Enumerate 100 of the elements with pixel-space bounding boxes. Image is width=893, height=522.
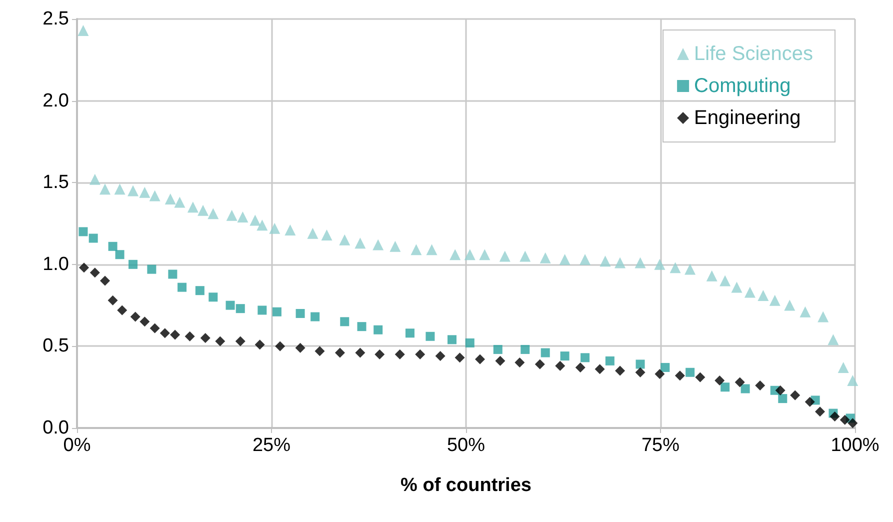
point <box>250 214 261 226</box>
point <box>78 24 89 36</box>
y-tick-label: 2.5 <box>42 8 69 30</box>
point <box>838 362 849 373</box>
point <box>514 358 525 368</box>
point <box>195 286 204 296</box>
point <box>284 224 296 236</box>
point <box>355 348 366 358</box>
point <box>89 174 100 185</box>
point <box>426 332 435 341</box>
point <box>139 186 150 198</box>
point <box>295 342 306 353</box>
point <box>559 254 570 265</box>
point <box>847 375 858 386</box>
x-tick-label: 75% <box>641 435 680 456</box>
point <box>634 257 646 268</box>
point <box>520 344 530 354</box>
point <box>90 268 100 278</box>
x-tick-label: 50% <box>446 435 486 456</box>
point <box>115 250 124 260</box>
point <box>426 244 438 256</box>
point <box>534 359 545 370</box>
point <box>415 349 426 360</box>
point <box>804 396 815 407</box>
point <box>706 270 718 282</box>
point <box>275 341 286 352</box>
point <box>160 328 170 338</box>
point <box>840 414 850 425</box>
x-tick-label: 25% <box>252 435 291 456</box>
point <box>147 264 156 274</box>
y-tick-label: 2.0 <box>42 90 69 112</box>
point <box>149 190 160 202</box>
point <box>254 340 265 350</box>
point <box>310 312 320 322</box>
point <box>178 282 187 292</box>
point <box>168 270 178 279</box>
point <box>520 250 531 262</box>
point <box>236 304 245 314</box>
point <box>684 264 696 275</box>
y-tick-label: 1.5 <box>42 172 69 194</box>
point <box>720 275 731 286</box>
point <box>340 317 350 326</box>
point <box>605 356 614 366</box>
point <box>769 294 780 306</box>
point <box>79 262 89 273</box>
x-tick-label: 100% <box>830 435 880 456</box>
point <box>170 330 180 340</box>
point <box>208 208 219 220</box>
point <box>200 333 210 344</box>
point <box>495 356 506 366</box>
point <box>686 368 695 377</box>
point <box>464 249 476 260</box>
x-axis-title: % of countries <box>400 475 532 496</box>
point <box>272 307 282 316</box>
point <box>215 336 226 346</box>
point <box>334 348 345 358</box>
point <box>117 305 128 316</box>
point <box>830 412 840 422</box>
point <box>447 335 456 344</box>
point <box>636 360 645 369</box>
point <box>130 312 140 322</box>
point <box>128 260 138 269</box>
point <box>108 295 118 306</box>
point <box>410 244 422 256</box>
point <box>357 322 366 332</box>
point <box>100 276 110 286</box>
point <box>740 384 750 394</box>
point <box>321 229 332 240</box>
point <box>174 196 186 208</box>
point <box>256 220 268 231</box>
point <box>555 360 566 371</box>
point <box>208 292 218 302</box>
point <box>198 204 209 216</box>
point <box>372 239 384 250</box>
point <box>540 348 550 358</box>
point <box>654 258 666 270</box>
point <box>78 227 88 236</box>
point <box>475 354 486 364</box>
point <box>784 300 796 311</box>
point <box>800 306 811 318</box>
point <box>339 234 350 246</box>
point <box>575 362 586 372</box>
point <box>114 184 126 195</box>
point <box>226 300 235 310</box>
point <box>720 382 730 392</box>
point <box>390 240 401 252</box>
point <box>560 352 570 361</box>
point <box>758 290 769 301</box>
point <box>374 325 383 334</box>
point <box>296 308 305 318</box>
point <box>237 211 248 222</box>
point <box>614 257 626 268</box>
point <box>828 334 839 346</box>
point <box>184 331 195 342</box>
point <box>258 306 267 315</box>
point <box>128 185 139 196</box>
point <box>615 366 626 376</box>
point <box>100 184 111 195</box>
point <box>580 254 591 265</box>
point <box>164 193 176 204</box>
